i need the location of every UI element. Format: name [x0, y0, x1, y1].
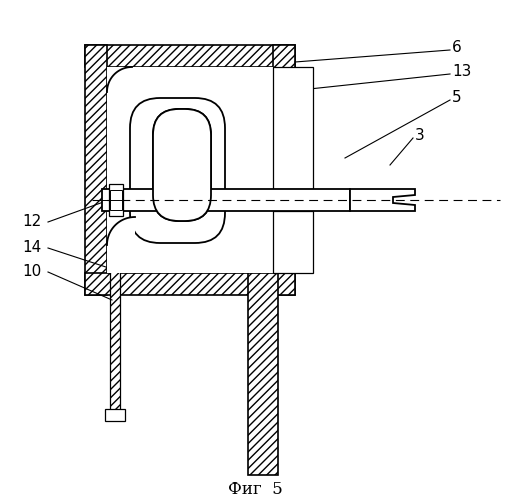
Bar	[85, 45, 295, 67]
Text: 13: 13	[452, 64, 471, 80]
FancyBboxPatch shape	[130, 98, 225, 243]
Bar	[85, 273, 295, 295]
Text: 5: 5	[452, 90, 462, 106]
Text: 3: 3	[415, 128, 425, 144]
Bar	[248, 273, 278, 475]
Text: 14: 14	[22, 240, 41, 256]
FancyBboxPatch shape	[153, 109, 211, 221]
Text: 6: 6	[452, 40, 462, 56]
Bar	[105, 409, 125, 421]
Bar	[107, 67, 273, 273]
Bar	[85, 45, 107, 295]
Polygon shape	[107, 217, 135, 273]
Bar	[273, 211, 313, 273]
Text: 12: 12	[22, 214, 41, 230]
Text: 10: 10	[22, 264, 41, 280]
Bar	[273, 45, 295, 295]
Bar	[273, 67, 313, 189]
FancyBboxPatch shape	[153, 109, 211, 221]
Bar	[110, 268, 120, 415]
Bar	[109, 184, 123, 216]
Polygon shape	[350, 189, 415, 211]
Text: Фиг  5: Фиг 5	[228, 482, 282, 498]
Bar	[102, 189, 350, 211]
Bar	[110, 190, 122, 210]
